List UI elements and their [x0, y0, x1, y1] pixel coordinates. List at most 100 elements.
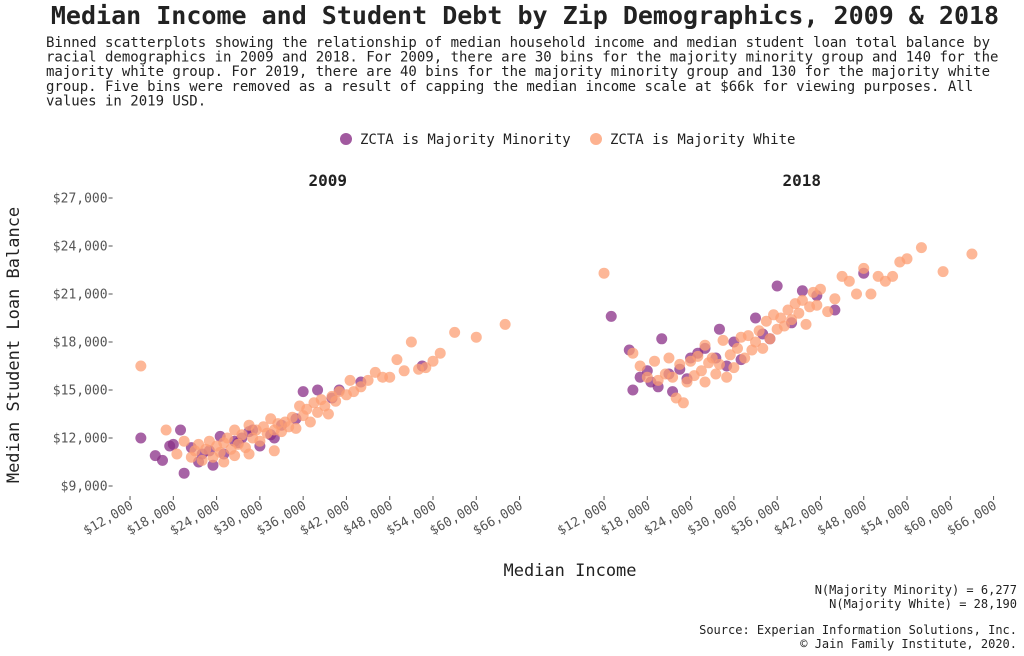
- point: [800, 318, 812, 330]
- point: [656, 333, 668, 345]
- point: [322, 408, 334, 420]
- legend-marker: [340, 133, 352, 145]
- point: [750, 336, 762, 348]
- point: [937, 266, 949, 278]
- point: [750, 312, 762, 324]
- chart-title: Median Income and Student Debt by Zip De…: [51, 1, 999, 30]
- subtitle: values in 2019 USD.: [46, 93, 206, 109]
- point: [449, 326, 461, 338]
- point: [427, 355, 439, 367]
- point: [721, 371, 733, 383]
- point: [858, 262, 870, 274]
- point: [605, 310, 617, 322]
- point: [706, 352, 718, 364]
- point: [724, 349, 736, 361]
- point: [829, 293, 841, 305]
- point: [218, 456, 230, 468]
- point: [641, 371, 653, 383]
- y-tick-label: $15,000: [53, 384, 108, 399]
- point: [681, 376, 693, 388]
- point: [778, 320, 790, 332]
- point: [214, 446, 226, 458]
- source: © Jain Family Institute, 2020.: [800, 637, 1017, 651]
- point: [771, 280, 783, 292]
- legend-label: ZCTA is Majority White: [610, 132, 795, 148]
- point: [391, 354, 403, 366]
- point: [167, 438, 179, 450]
- point: [901, 253, 913, 265]
- point: [731, 342, 743, 354]
- legend-marker: [590, 133, 602, 145]
- point: [699, 376, 711, 388]
- point: [398, 365, 410, 377]
- y-tick-label: $27,000: [53, 192, 108, 207]
- y-tick-label: $12,000: [53, 432, 108, 447]
- point: [420, 362, 432, 374]
- point: [355, 381, 367, 393]
- point: [243, 448, 255, 460]
- point: [290, 422, 302, 434]
- point: [887, 270, 899, 282]
- point: [865, 288, 877, 300]
- point: [713, 358, 725, 370]
- point: [757, 342, 769, 354]
- y-tick-label: $18,000: [53, 336, 108, 351]
- source: Source: Experian Information Solutions, …: [699, 623, 1017, 637]
- point: [851, 288, 863, 300]
- y-tick-label: $9,000: [61, 480, 108, 495]
- point: [627, 347, 639, 359]
- point: [663, 352, 675, 364]
- point: [598, 267, 610, 279]
- x-axis-label: Median Income: [503, 561, 636, 581]
- point: [297, 386, 309, 398]
- subtitle: racial demographics in 2009 and 2018. Fo…: [46, 50, 998, 66]
- point: [649, 355, 661, 367]
- subtitle: Binned scatterplots showing the relation…: [46, 35, 990, 51]
- point: [434, 347, 446, 359]
- point: [742, 330, 754, 342]
- point: [677, 397, 689, 409]
- point: [384, 371, 396, 383]
- point: [254, 435, 266, 447]
- point: [312, 406, 324, 418]
- point: [178, 467, 190, 479]
- point: [695, 365, 707, 377]
- point: [304, 416, 316, 428]
- point: [236, 429, 248, 441]
- point: [915, 242, 927, 254]
- point: [796, 285, 808, 297]
- point: [362, 374, 374, 386]
- point: [135, 432, 147, 444]
- point: [344, 374, 356, 386]
- point: [405, 336, 417, 348]
- point: [699, 339, 711, 351]
- point: [160, 424, 172, 436]
- point: [786, 314, 798, 326]
- point: [171, 448, 183, 460]
- point: [221, 432, 233, 444]
- point: [760, 315, 772, 327]
- point: [652, 374, 664, 386]
- x-tick-label: $66,000: [471, 498, 526, 538]
- point: [178, 435, 190, 447]
- point: [634, 360, 646, 372]
- point: [966, 248, 978, 260]
- point: [692, 350, 704, 362]
- point: [301, 403, 313, 415]
- point: [156, 454, 168, 466]
- subtitle: group. Five bins were removed as a resul…: [46, 79, 973, 95]
- point: [814, 283, 826, 295]
- point: [710, 368, 722, 380]
- point: [470, 331, 482, 343]
- point: [782, 304, 794, 316]
- subtitle: majority white group. For 2019, there ar…: [46, 64, 990, 80]
- point: [175, 424, 187, 436]
- note: N(Majority White) = 28,190: [829, 597, 1017, 611]
- y-tick-label: $21,000: [53, 288, 108, 303]
- panel-title: 2018: [783, 171, 822, 190]
- point: [667, 371, 679, 383]
- point: [312, 384, 324, 396]
- point: [207, 459, 219, 471]
- panel-title: 2009: [309, 171, 348, 190]
